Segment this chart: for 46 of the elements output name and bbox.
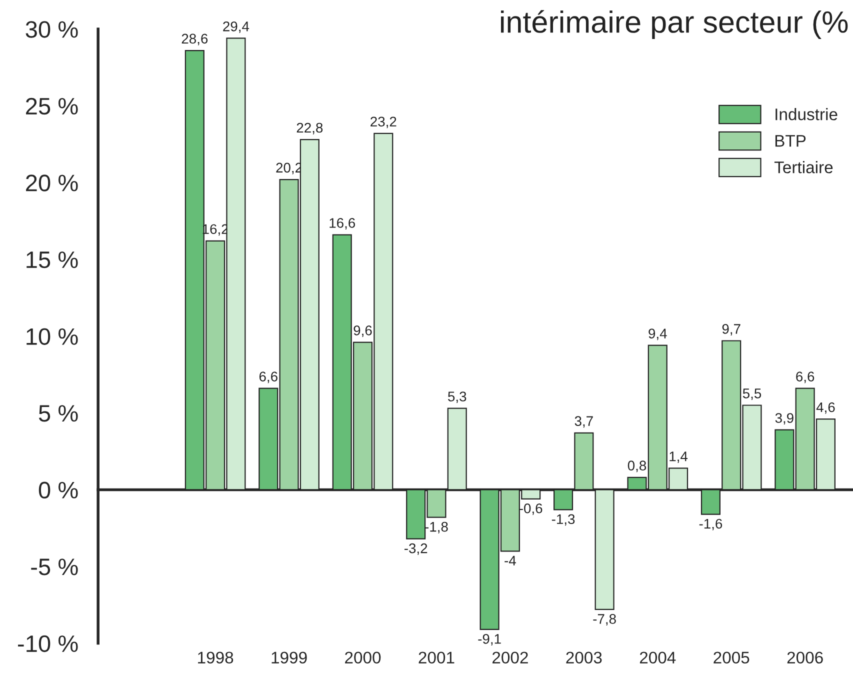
data-label: 0,8 [628,460,646,472]
x-tick-label: 2002 [492,652,528,664]
data-label: 6,6 [259,372,278,384]
data-label: 9,7 [722,324,740,336]
data-label: 3,9 [775,413,794,425]
y-tick-label: 20 % [26,174,78,192]
legend-label: BTP [775,135,806,147]
y-tick-label: -5 % [31,558,78,576]
data-label: 9,4 [648,328,667,340]
x-tick-label: 2001 [418,652,454,664]
data-label: 4,6 [816,402,835,414]
y-tick-label: 25 % [26,98,78,115]
y-tick-label: 0 % [38,482,78,498]
y-tick-label: -10 % [18,635,78,652]
data-label: -1,8 [425,522,448,534]
y-tick-label: 5 % [38,405,78,422]
y-tick-label: 10 % [26,328,78,345]
data-label: 6,6 [796,372,814,384]
data-label: 5,5 [742,388,762,400]
data-label: 9,6 [354,326,372,338]
data-label: 28,6 [182,34,208,46]
x-tick-label: 2006 [787,652,823,664]
data-label: -1,6 [699,518,722,530]
data-label: 23,2 [370,116,396,128]
data-label: 22,8 [296,122,323,134]
x-tick-label: 2000 [345,652,381,664]
data-label: 1,4 [670,452,688,463]
chart-title: intérimaire par secteur (% [500,10,848,39]
x-tick-label: 1999 [272,652,307,664]
data-label: -9,1 [478,634,501,646]
data-label: -4 [504,556,516,566]
y-tick-label: 15 % [26,252,78,268]
data-label: -3,2 [404,543,428,555]
legend-label: Tertiaire [774,161,833,174]
x-tick-label: 1998 [198,652,234,664]
legend-label: Industrie [776,108,838,120]
data-label: -7,8 [593,614,616,626]
x-tick-label: 2004 [640,652,676,664]
y-tick-label: 30 % [26,21,78,38]
data-label: -1,3 [552,514,575,526]
data-label: 3,7 [574,416,593,428]
x-tick-label: 2003 [566,652,602,664]
data-label: 29,4 [223,21,250,33]
data-label: 5,3 [448,392,466,404]
data-label: 16,6 [330,218,356,230]
x-tick-label: 2005 [714,652,750,664]
